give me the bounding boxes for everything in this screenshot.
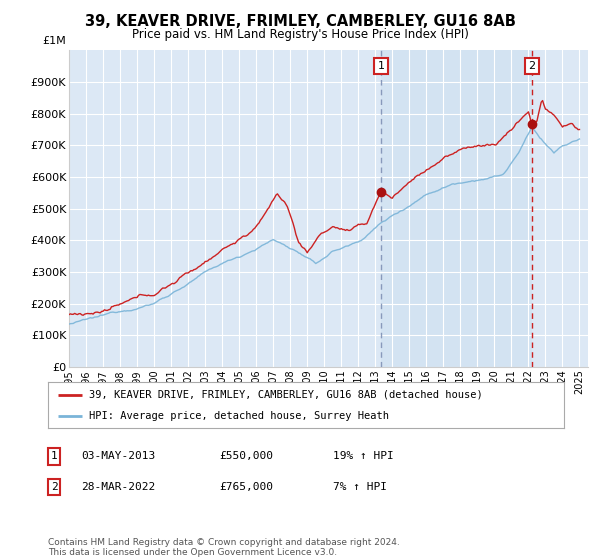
Text: £550,000: £550,000	[219, 451, 273, 461]
Text: 1: 1	[377, 61, 385, 71]
Text: 39, KEAVER DRIVE, FRIMLEY, CAMBERLEY, GU16 8AB (detached house): 39, KEAVER DRIVE, FRIMLEY, CAMBERLEY, GU…	[89, 390, 483, 400]
Text: Price paid vs. HM Land Registry's House Price Index (HPI): Price paid vs. HM Land Registry's House …	[131, 28, 469, 41]
Text: £1M: £1M	[43, 36, 67, 46]
Text: 39, KEAVER DRIVE, FRIMLEY, CAMBERLEY, GU16 8AB: 39, KEAVER DRIVE, FRIMLEY, CAMBERLEY, GU…	[85, 14, 515, 29]
Text: 7% ↑ HPI: 7% ↑ HPI	[333, 482, 387, 492]
Text: Contains HM Land Registry data © Crown copyright and database right 2024.
This d: Contains HM Land Registry data © Crown c…	[48, 538, 400, 557]
Text: HPI: Average price, detached house, Surrey Heath: HPI: Average price, detached house, Surr…	[89, 411, 389, 421]
Text: 28-MAR-2022: 28-MAR-2022	[81, 482, 155, 492]
Text: 2: 2	[50, 482, 58, 492]
Text: 03-MAY-2013: 03-MAY-2013	[81, 451, 155, 461]
Text: 1: 1	[50, 451, 58, 461]
Text: 19% ↑ HPI: 19% ↑ HPI	[333, 451, 394, 461]
Bar	[381, 50, 532, 367]
Text: 2: 2	[529, 61, 536, 71]
Text: £765,000: £765,000	[219, 482, 273, 492]
